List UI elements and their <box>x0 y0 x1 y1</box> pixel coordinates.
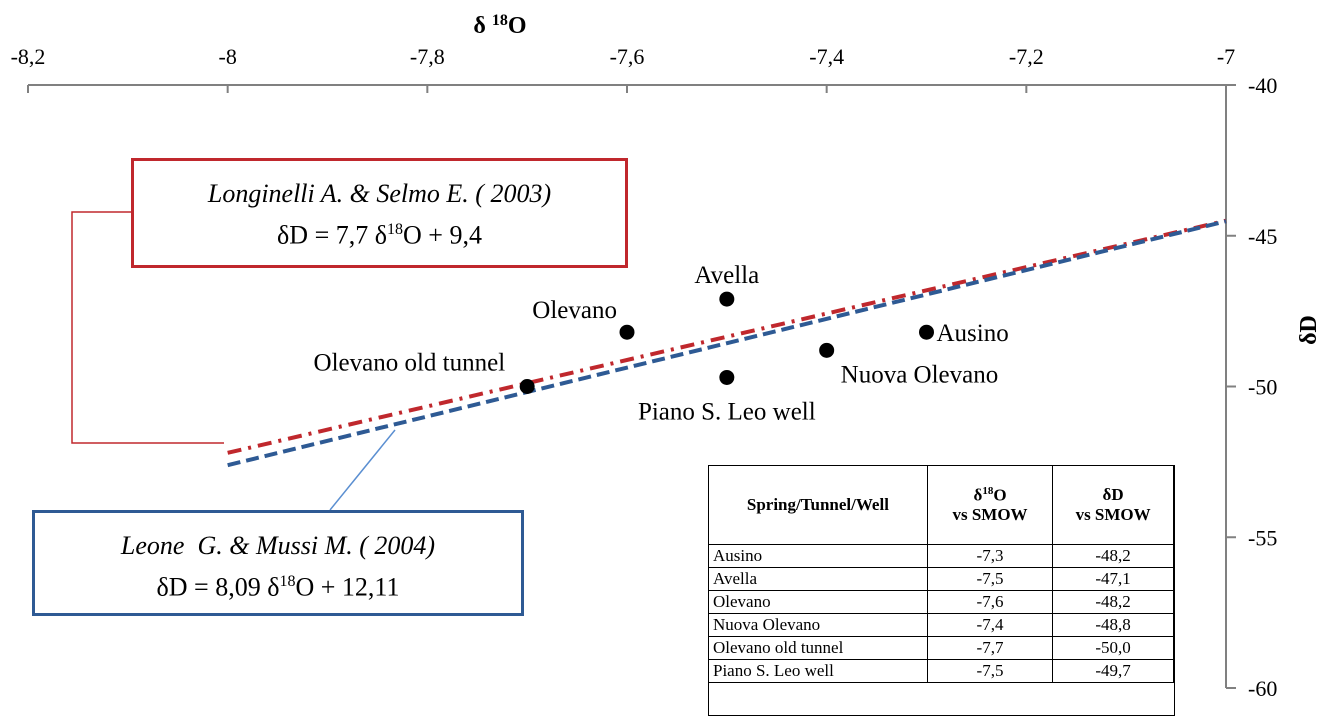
data-point <box>919 324 934 340</box>
table-row: Piano S. Leo well -7,5 -49,7 <box>709 659 1174 683</box>
row-name: Olevano old tunnel <box>709 636 928 660</box>
table-row: Nuova Olevano -7,4 -48,8 <box>709 613 1174 637</box>
data-point <box>519 379 535 394</box>
isotope-data-table: Spring/Tunnel/Well δ18O vs SMOW δD vs SM… <box>708 465 1175 716</box>
header-spring: Spring/Tunnel/Well <box>709 466 928 545</box>
data-point-label: Nuova Olevano <box>841 361 999 388</box>
longinelli-equation: δD = 7,7 δ18O + 9,4 <box>134 215 625 251</box>
leone-author: Leone G. & Mussi M. ( 2004) <box>120 531 436 560</box>
data-point-label: Avella <box>694 262 759 289</box>
y-tick-label: -60 <box>1248 676 1277 701</box>
leone-eq-sup: 18 <box>279 573 296 590</box>
longinelli-eq-prefix: δD = 7,7 δ <box>277 220 387 250</box>
longinelli-eq-sup: 18 <box>387 221 403 238</box>
x-tick-label: -8,2 <box>11 44 46 69</box>
data-points: Ausino Avella Olevano Nuova Olevano Olevano … <box>314 262 1009 425</box>
row-dd: -48,2 <box>1052 590 1174 614</box>
data-point <box>619 324 635 340</box>
row-o18: -7,4 <box>926 613 1054 637</box>
x-tick-label: -7,8 <box>410 44 445 69</box>
table-row: Avella -7,5 -47,1 <box>709 567 1174 591</box>
y-tick-label: -40 <box>1248 73 1277 98</box>
data-point <box>719 369 735 385</box>
annotation-connectors <box>71 211 396 511</box>
row-name: Nuova Olevano <box>709 613 928 637</box>
row-name: Piano S. Leo well <box>709 659 928 683</box>
header-dd-line1: δD <box>1102 485 1124 504</box>
leone-equation: δD = 8,09 δ18O + 12,11 <box>35 567 521 603</box>
data-point <box>719 291 735 307</box>
row-o18: -7,7 <box>926 636 1054 660</box>
header-dd-line2: vs SMOW <box>1075 505 1151 524</box>
row-name: Avella <box>709 567 928 591</box>
header-o18-line2: vs SMOW <box>952 505 1028 525</box>
x-tick-label: -7,4 <box>809 44 844 69</box>
row-o18: -7,6 <box>926 590 1054 614</box>
row-o18: -7,5 <box>926 567 1054 591</box>
row-o18: -7,3 <box>926 544 1054 568</box>
y-tick-label: -45 <box>1248 224 1277 249</box>
header-o18-a: δ <box>973 485 983 505</box>
leone-eq-suffix: O + 12,11 <box>295 572 400 602</box>
regression-lines <box>227 218 1227 468</box>
data-point <box>819 342 835 358</box>
regression-line-2 <box>227 219 1227 468</box>
row-dd: -48,2 <box>1052 544 1174 568</box>
data-point-label: Piano S. Leo well <box>638 398 816 425</box>
header-o18-b: O <box>993 485 1007 505</box>
row-name: Olevano <box>709 590 928 614</box>
longinelli-author: Longinelli A. & Selmo E. ( 2003) <box>207 179 552 208</box>
data-point-label: Olevano <box>532 297 617 324</box>
x-tick-label: -8 <box>219 44 237 69</box>
axes: -8,2 -8 -7,8 -7,6 -7,4 -7,2 -7δ 18O-40-45-50-5… <box>11 12 1322 701</box>
y-tick-label: -55 <box>1248 525 1277 550</box>
longinelli-connector <box>71 211 224 444</box>
table-row: Olevano -7,6 -48,2 <box>709 590 1174 614</box>
row-dd: -49,7 <box>1052 659 1174 683</box>
table-header-row: Spring/Tunnel/Well δ18O vs SMOW δD vs SM… <box>709 466 1174 545</box>
x-tick-label: -7,2 <box>1009 44 1044 69</box>
x-tick-label: -7 <box>1217 44 1235 69</box>
header-dd: δD vs SMOW <box>1052 466 1174 545</box>
x-tick-label: -7,6 <box>610 44 645 69</box>
header-o18-sup: 18 <box>982 484 994 497</box>
data-point-label: Olevano old tunnel <box>314 350 506 377</box>
row-dd: -47,1 <box>1052 567 1174 591</box>
data-point-label: Ausino <box>937 320 1009 347</box>
leone-eq-prefix: δD = 8,09 δ <box>156 572 280 602</box>
x-axis-title: δ 18O <box>473 12 526 39</box>
leone-equation-box: Leone G. & Mussi M. ( 2004) δD = 8,09 δ1… <box>32 510 524 616</box>
y-axis-title: δD <box>1296 315 1322 345</box>
row-o18: -7,5 <box>926 659 1054 683</box>
longinelli-equation-box: Longinelli A. & Selmo E. ( 2003) δD = 7,… <box>131 158 628 268</box>
row-dd: -50,0 <box>1052 636 1174 660</box>
longinelli-eq-suffix: O + 9,4 <box>403 220 482 250</box>
y-tick-label: -50 <box>1248 375 1277 400</box>
leone-connector <box>329 429 396 511</box>
row-dd: -48,8 <box>1052 613 1174 637</box>
table-row: Olevano old tunnel -7,7 -50,0 <box>709 636 1174 660</box>
header-o18: δ18O vs SMOW <box>926 466 1054 545</box>
table-row: Ausino -7,3 -48,2 <box>709 544 1174 568</box>
row-name: Ausino <box>709 544 928 568</box>
